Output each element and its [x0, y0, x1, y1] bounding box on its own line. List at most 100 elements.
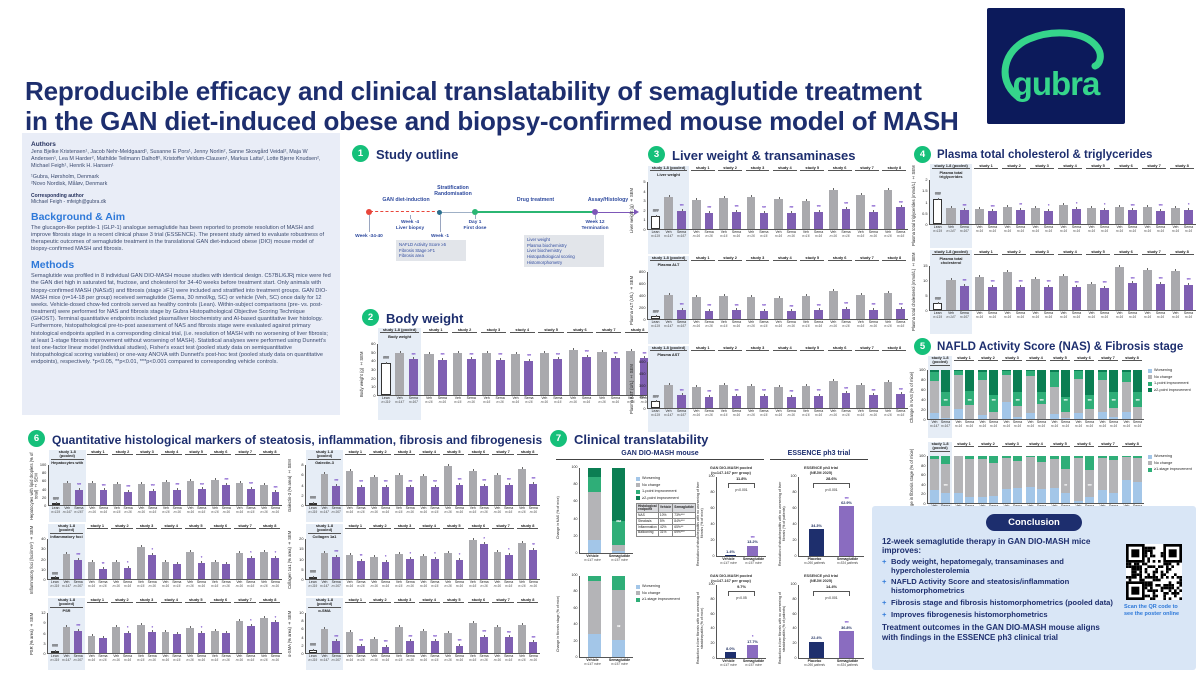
bar: [809, 641, 824, 658]
segment: [978, 372, 987, 380]
bar-slot: ***: [1182, 266, 1195, 310]
y-tick: 80: [792, 490, 797, 494]
bar-slot: ***: [503, 613, 514, 653]
significance: ###: [652, 393, 659, 399]
bar: [493, 473, 502, 505]
bars: [158, 613, 184, 654]
segment: [1109, 459, 1118, 493]
group-header: study 5: [1048, 356, 1072, 370]
bars: ***: [1048, 370, 1072, 420]
group-label: study 1: [973, 250, 999, 256]
bars: ***: [771, 362, 799, 409]
group-header: study 7: [233, 598, 258, 613]
corresponding-author[interactable]: Michael Feigh - mfeigh@gubra.dk: [31, 198, 107, 205]
qr-code[interactable]: [1126, 544, 1182, 600]
significance: *: [1075, 200, 1078, 206]
bar: [424, 352, 434, 395]
tick-week-4: [410, 215, 411, 219]
bar-slot: *: [196, 539, 207, 579]
segment: [1085, 470, 1094, 498]
segment: [1074, 500, 1083, 503]
bar: [271, 620, 280, 653]
chart-collagen1a1: Collagen 1a1 (% area) ± SEM 0 5 10 15 20 study…: [287, 524, 540, 596]
bar-slot: [516, 465, 527, 505]
legend-label: ≥2-point improvement: [1154, 387, 1191, 392]
group-header: study 4: [159, 524, 184, 539]
x-labels: Lean n=119 Veh n=147 Sema n=167: [648, 230, 689, 243]
y-tick: 4: [643, 188, 646, 194]
group-label: study 8: [517, 524, 539, 530]
significance: ***: [408, 478, 413, 484]
significance: ***: [1102, 280, 1107, 286]
y-tick: 100: [919, 367, 926, 372]
bar: [869, 393, 878, 408]
bars: ***: [1056, 266, 1084, 311]
study-chart: Collagen 1a1 (% area) ± SEM 0 5 10 15 20 study…: [287, 524, 540, 596]
y-tick: 10: [41, 566, 46, 572]
study-group: study 5 *** Veh n=16 Sema n=16: [798, 346, 826, 432]
bar-slot: [745, 362, 758, 408]
stacked-bar: [1085, 370, 1094, 419]
segment: [965, 370, 974, 391]
y-axis: 0 20 40 60 80 100: [571, 573, 580, 659]
bar-slot: [1085, 266, 1098, 310]
day-1-label: Day 1: [468, 220, 482, 225]
study-group: study 8 *** Veh n=16 Sema n=16: [515, 598, 540, 670]
bar-slot: ***: [703, 362, 716, 408]
bar-slot: ###: [379, 344, 393, 395]
bar-slot: **: [609, 576, 628, 657]
bars: ### ***: [48, 465, 86, 506]
y-tick: 20: [792, 641, 797, 646]
bar-slot: ***: [1126, 266, 1139, 310]
y-tick: 60: [792, 506, 797, 510]
x-label: Lean n=119: [308, 580, 318, 589]
y-tick: 100: [708, 474, 715, 478]
study-chart: PSR (% area) ± SEM 0 3 6 9 12 study 1-8 (poole…: [29, 598, 282, 670]
bar: [395, 473, 403, 505]
section-3-number: 3: [648, 146, 665, 163]
x-label: Placebo n=266 patients: [803, 659, 825, 668]
legend-label: No change: [1154, 460, 1173, 465]
group-label: study 4: [772, 166, 797, 172]
y-tick: 0: [712, 656, 715, 660]
bar-slot: [662, 362, 675, 408]
y-tick: 40: [41, 486, 47, 492]
x-labels: Lean n=119 Veh n=147 Sema n=167: [930, 311, 972, 324]
bar-slot: [977, 370, 988, 419]
bars: *: [183, 613, 209, 654]
bar: [725, 652, 736, 658]
group-header: study 5: [799, 166, 826, 182]
bar-slot: [944, 180, 957, 224]
bars: ***: [1000, 370, 1024, 420]
y-tick: 2: [925, 177, 928, 182]
stacked-bar: [1061, 456, 1070, 503]
y-tick: 0.5: [922, 210, 928, 216]
bar-slot: ***: [380, 465, 391, 505]
stacked-bar: [989, 370, 998, 419]
y-tick: 60: [573, 605, 578, 610]
x-label: Lean n=119: [933, 311, 943, 320]
group-header: study 4: [1024, 356, 1048, 370]
bar-slot: ***: [429, 465, 440, 505]
group-label: study 6: [827, 166, 852, 172]
bar: [828, 379, 838, 408]
group-label: study 8: [517, 598, 539, 604]
x-label: Semaglutide n=167 mice: [742, 659, 765, 668]
bar: [419, 554, 428, 579]
y-axis-label: Galectin-3 (% area) ± SEM: [287, 459, 292, 513]
legend-label: ≥1-stage improvement: [642, 597, 680, 601]
